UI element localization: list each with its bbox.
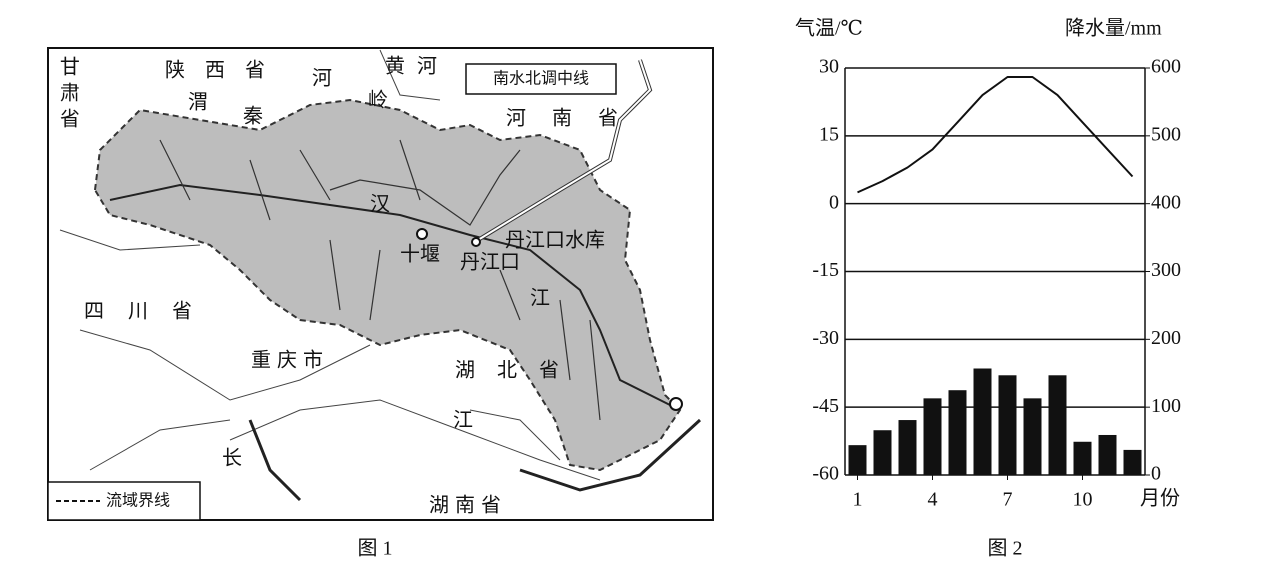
- map-label: 陕西省: [165, 59, 285, 82]
- map-label: 丹江口水库: [505, 229, 605, 252]
- map-label: 重庆市: [251, 349, 329, 372]
- x-tick-label: 10: [1073, 489, 1093, 511]
- map-label: 甘肃省: [56, 56, 79, 134]
- bar: [898, 420, 917, 475]
- y2-axis-title: 降水量/mm: [1065, 17, 1162, 40]
- bar: [1073, 441, 1092, 475]
- bar: [873, 430, 892, 475]
- map-label: 黄河: [385, 55, 449, 78]
- canal-label-box: [465, 63, 617, 95]
- y-axis-title: 气温/℃: [795, 17, 863, 40]
- temperature-line: [857, 76, 1134, 194]
- map-label: 渭: [188, 91, 208, 114]
- x-tick-label: 1: [853, 489, 863, 511]
- map-label: 河: [312, 67, 332, 90]
- y2-tick-label: 300: [1151, 259, 1181, 281]
- legend-label: 流域界线: [106, 492, 170, 510]
- shiyan-point: [416, 228, 428, 240]
- map-label: 汉: [370, 193, 390, 216]
- bar: [998, 375, 1017, 475]
- map-label: 秦: [243, 105, 263, 128]
- y2-tick-label: 100: [1151, 395, 1181, 417]
- bar: [848, 445, 867, 475]
- map-label: 江: [530, 287, 550, 310]
- bar: [973, 368, 992, 475]
- canal-label: 南水北调中线: [493, 70, 589, 88]
- map-label: 湖北省: [455, 359, 581, 382]
- bar: [1098, 434, 1117, 475]
- map-caption: 图 1: [358, 538, 393, 560]
- wuhan-point: [669, 397, 683, 411]
- map-label: 河南省: [506, 107, 644, 130]
- canal-inner: [477, 59, 652, 241]
- y-tick-label: -15: [812, 259, 839, 281]
- tributaries: [159, 139, 601, 421]
- map-label: 丹江口: [460, 251, 520, 274]
- y-tick-label: -45: [812, 395, 839, 417]
- y-tick-label: 0: [829, 191, 839, 213]
- chart: 气温/℃ 降水量/mm 月份 图 2 -60-45-30-15015300100…: [795, 17, 1181, 560]
- map-label: 江: [453, 409, 473, 432]
- bar: [923, 398, 942, 475]
- bar: [1123, 449, 1142, 475]
- bar: [1023, 398, 1042, 475]
- x-tick-label: 7: [1003, 489, 1013, 511]
- han-river: [109, 183, 671, 406]
- y2-tick-label: 500: [1151, 123, 1181, 145]
- danjiangkou-point: [471, 237, 481, 247]
- map-label: 长: [222, 447, 242, 470]
- y2-tick-label: 200: [1151, 327, 1181, 349]
- y2-tick-label: 0: [1151, 463, 1161, 485]
- y-tick-label: -30: [812, 327, 839, 349]
- x-axis-title: 月份: [1140, 487, 1180, 510]
- y-tick-label: 15: [819, 123, 839, 145]
- boundaries: [59, 49, 601, 481]
- bar: [1048, 375, 1067, 475]
- map-label: 十堰: [400, 243, 440, 266]
- map-label: 岭: [368, 89, 388, 112]
- map-label: 湖南省: [429, 494, 507, 517]
- yangtze: [248, 418, 702, 502]
- bar: [948, 390, 967, 475]
- y2-tick-label: 400: [1151, 191, 1181, 213]
- y2-tick-label: 600: [1151, 56, 1181, 78]
- map-label: 四川省: [84, 300, 216, 323]
- chart-caption: 图 2: [988, 538, 1023, 560]
- y-tick-label: 30: [819, 56, 839, 78]
- y-tick-label: -60: [812, 463, 839, 485]
- x-tick-label: 4: [928, 489, 938, 511]
